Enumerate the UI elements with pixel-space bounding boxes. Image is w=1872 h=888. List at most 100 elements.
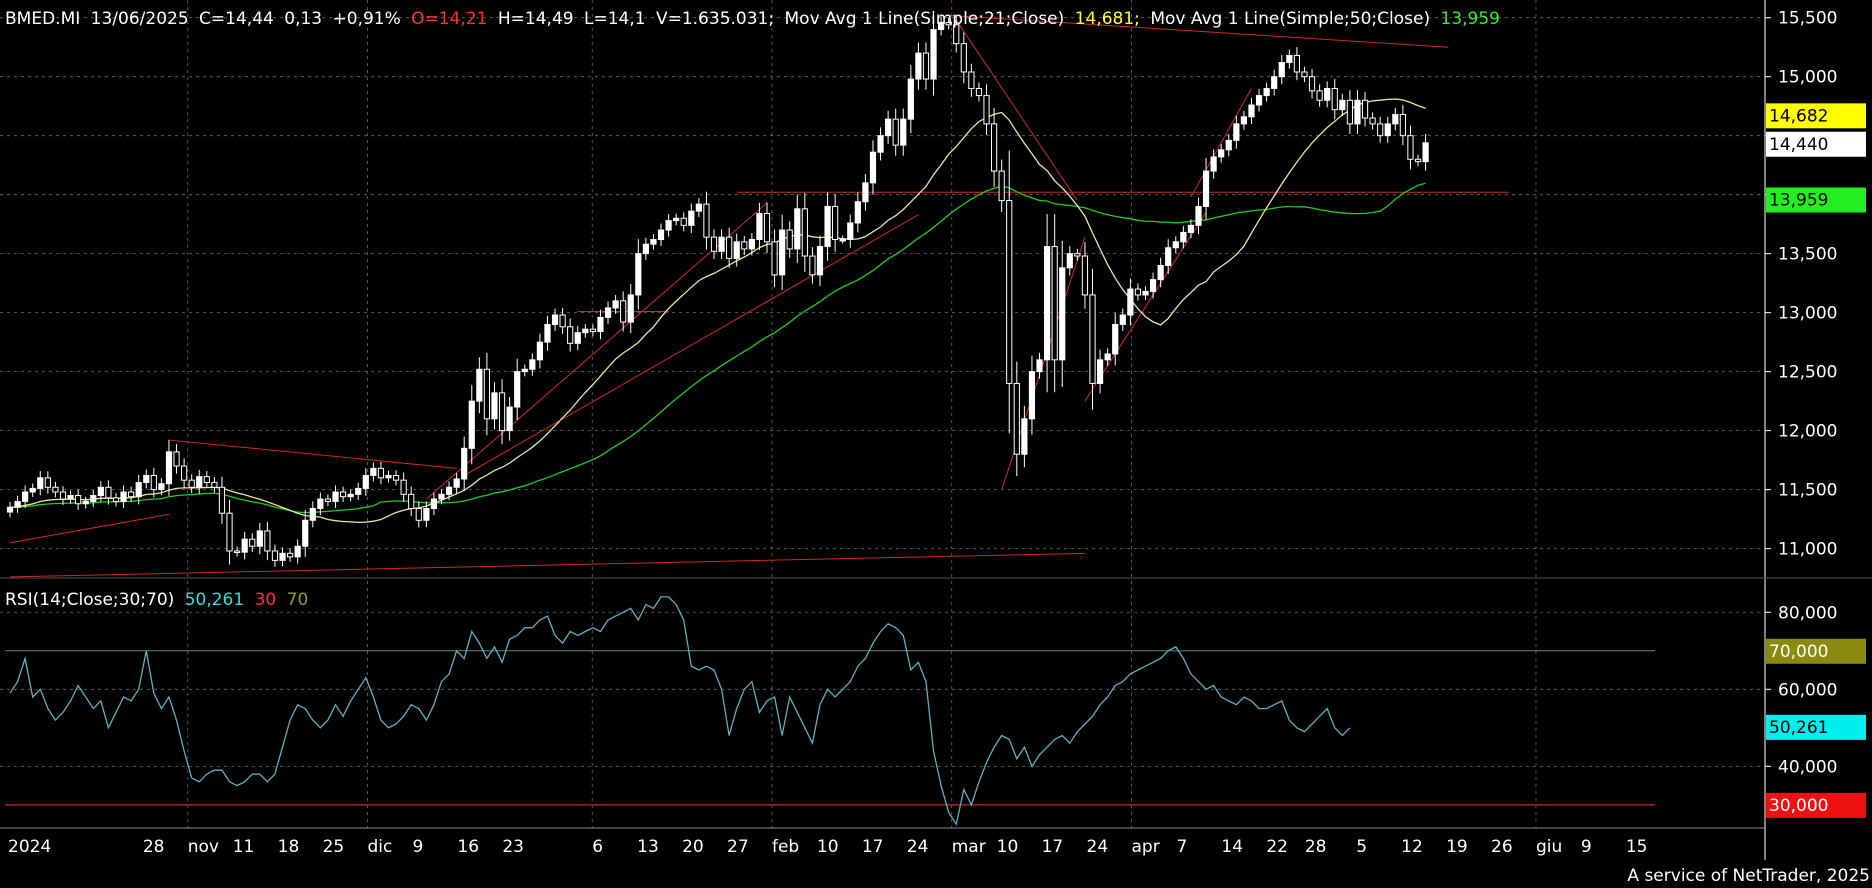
date-label: mar (952, 837, 986, 857)
candle-body (1074, 253, 1081, 257)
candle-body (120, 491, 127, 502)
grid (0, 0, 1762, 828)
price-tick-label: 11,000 (1778, 540, 1837, 560)
candle-body (392, 474, 400, 481)
candle-body (1127, 288, 1134, 316)
change-value: 0,13 (284, 9, 322, 29)
last-price-tag: 14,440 (1769, 135, 1828, 155)
date-label: 17 (1042, 837, 1064, 857)
candle-body (445, 486, 453, 495)
candle-body (1377, 123, 1384, 137)
candle-body (938, 21, 945, 30)
trendline (426, 202, 768, 500)
candle-body (506, 406, 513, 432)
candle-body (718, 236, 725, 252)
date-label: 16 (457, 837, 479, 857)
symbol: BMED.MI (5, 9, 80, 29)
candle-body (1361, 99, 1369, 119)
candle-body (801, 208, 808, 257)
rsi-panel (5, 596, 1655, 826)
candle-body (1240, 116, 1248, 125)
candle-body (1180, 231, 1187, 243)
candle-body (1202, 170, 1210, 207)
date-axis-labels: 2024 28 nov 11 18 25 dic 9 16 23 6 13 20 27 feb 10 17 24 m… (8, 837, 1647, 857)
candle-body (862, 182, 869, 203)
date-label: 12 (1401, 837, 1423, 857)
candle-body (1225, 139, 1232, 151)
candle-body (226, 512, 233, 552)
candle-body (1271, 76, 1278, 89)
price-tick-label: 15,500 (1778, 9, 1837, 29)
ma50-line (9, 182, 1426, 514)
candle-body (953, 24, 960, 45)
candle-body (885, 118, 892, 137)
candle-body (847, 222, 854, 240)
date-label: 28 (143, 837, 165, 857)
rsi70-tag: 70,000 (1769, 642, 1828, 662)
candle-body (794, 208, 801, 250)
candle-body (1165, 247, 1172, 266)
candle-body (415, 507, 422, 521)
candle-body (294, 545, 301, 558)
candle-body (271, 550, 279, 561)
date-label: 10 (997, 837, 1019, 857)
candle-body (612, 300, 619, 309)
candle-body (673, 217, 680, 222)
candle-body (339, 491, 347, 498)
candle-body (922, 52, 930, 80)
value-tags: 14,682 14,440 13,959 70,000 50,261 30,000 (1766, 103, 1866, 818)
candle-body (211, 482, 218, 488)
date-label: 23 (502, 837, 524, 857)
candle-body (476, 368, 483, 402)
candle-body (998, 170, 1005, 202)
candle-body (332, 491, 339, 502)
rsi-value: 50,261 (185, 590, 244, 610)
date-label: 22 (1266, 837, 1288, 857)
candle-body (1089, 294, 1096, 384)
date-label: 19 (1446, 837, 1468, 857)
ma21-tag-bg (1766, 103, 1866, 129)
candle-body (196, 476, 203, 488)
ma21-line (9, 98, 1426, 524)
candle-body (741, 241, 748, 250)
candle-body (264, 530, 271, 552)
date-label: 24 (907, 837, 929, 857)
candle-body (1339, 99, 1346, 111)
candle-body (665, 220, 672, 231)
candle-body (302, 519, 309, 547)
candle-body (854, 201, 861, 224)
candle-body (1218, 149, 1225, 158)
candle-body (143, 474, 150, 484)
candle-body (544, 323, 551, 343)
candle-body (915, 52, 922, 80)
trendline (1084, 212, 1207, 402)
date-label: 5 (1356, 837, 1367, 857)
candle-body (1028, 371, 1036, 420)
date-label: 9 (412, 837, 423, 857)
candle-body (6, 506, 14, 513)
candle-body (945, 21, 952, 26)
trendline (1190, 88, 1252, 198)
candle-body (1422, 142, 1429, 163)
rsi-label: RSI(14;Close;30;70) (5, 590, 174, 610)
candle-body (1006, 200, 1013, 384)
candle-body (839, 238, 846, 242)
ma50-label: Mov Avg 1 Line(Simple;50;Close) (1150, 9, 1430, 29)
trendline (463, 214, 919, 476)
candle-body (173, 451, 180, 467)
candle-body (710, 236, 718, 252)
date-label: 15 (1626, 837, 1648, 857)
candle-body (165, 451, 173, 485)
candle-body (529, 359, 536, 370)
candle-body (930, 28, 937, 80)
candle-body (1043, 246, 1051, 361)
ma21-value: 14,681; (1075, 9, 1140, 29)
trendline (948, 14, 1449, 48)
credit-text: A service of NetTrader, 2025 (1627, 866, 1870, 886)
trendline (168, 439, 457, 469)
candle-body (59, 491, 67, 500)
candle-body (688, 210, 695, 226)
date-label: dic (368, 837, 393, 857)
candle-body (355, 487, 362, 495)
candle-body (1134, 288, 1142, 296)
